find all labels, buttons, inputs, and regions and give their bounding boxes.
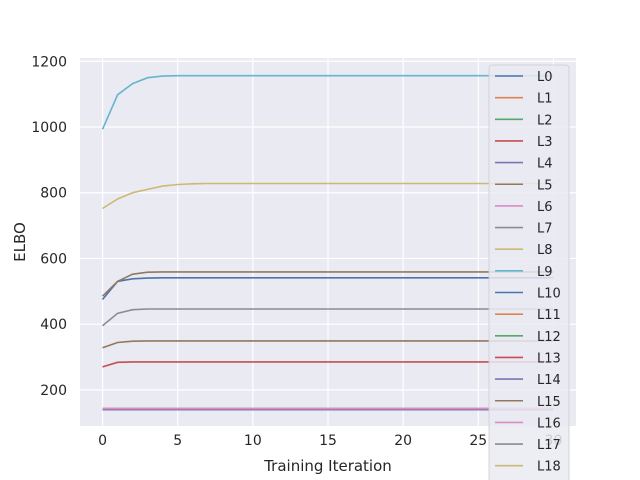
x-tick-label: 5 bbox=[173, 433, 182, 449]
x-tick-label: 0 bbox=[98, 433, 107, 449]
x-axis-label: Training Iteration bbox=[263, 457, 392, 475]
legend-label: L13 bbox=[537, 351, 561, 366]
legend-label: L6 bbox=[537, 200, 553, 215]
x-tick-label: 15 bbox=[319, 433, 337, 449]
x-tick-label: 25 bbox=[469, 433, 487, 449]
legend-label: L15 bbox=[537, 395, 561, 410]
legend-label: L8 bbox=[537, 243, 553, 258]
series-line-l18 bbox=[102, 182, 554, 210]
series-line-l13 bbox=[102, 361, 554, 368]
x-tick-label: 20 bbox=[394, 433, 412, 449]
series-line-l17 bbox=[101, 308, 554, 327]
series-line-l5 bbox=[101, 271, 554, 297]
legend-label: L9 bbox=[537, 265, 553, 280]
y-tick-label: 600 bbox=[40, 251, 67, 267]
legend-label: L3 bbox=[537, 135, 553, 150]
series-lines bbox=[101, 74, 554, 411]
legend-label: L1 bbox=[537, 92, 553, 107]
legend-label: L10 bbox=[537, 287, 561, 302]
x-tick-label: 10 bbox=[244, 433, 262, 449]
y-tick-labels: 200 400 600 800 1000 1200 bbox=[31, 54, 67, 399]
legend-label: L16 bbox=[537, 416, 561, 431]
legend-label: L0 bbox=[537, 70, 553, 85]
legend-label: L17 bbox=[537, 438, 561, 453]
legend-label: L2 bbox=[537, 113, 553, 128]
y-tick-label: 1200 bbox=[31, 54, 67, 70]
legend-label: L5 bbox=[537, 178, 553, 193]
y-tick-label: 200 bbox=[40, 383, 67, 399]
y-tick-label: 400 bbox=[40, 317, 67, 333]
y-tick-label: 1000 bbox=[31, 120, 67, 136]
series-line-l9 bbox=[101, 74, 554, 130]
legend-label: L4 bbox=[537, 157, 553, 172]
legend-label: L11 bbox=[537, 308, 561, 323]
legend-label: L14 bbox=[537, 373, 561, 388]
y-tick-label: 800 bbox=[40, 186, 67, 202]
series-line-l0 bbox=[101, 276, 554, 301]
y-axis-label: ELBO bbox=[11, 222, 29, 262]
x-tick-labels: 051015202530 bbox=[98, 433, 562, 449]
series-line-l15 bbox=[102, 340, 554, 349]
legend: L0 L1 L2 L3 L4 L5 L6 L7 L8 L9 L10 L11 L12 L13 L14 L15 L1… bbox=[488, 64, 570, 480]
legend-label: L12 bbox=[537, 330, 561, 345]
legend-label: L18 bbox=[537, 460, 561, 475]
legend-label: L7 bbox=[537, 222, 553, 237]
legend-box bbox=[488, 64, 570, 480]
